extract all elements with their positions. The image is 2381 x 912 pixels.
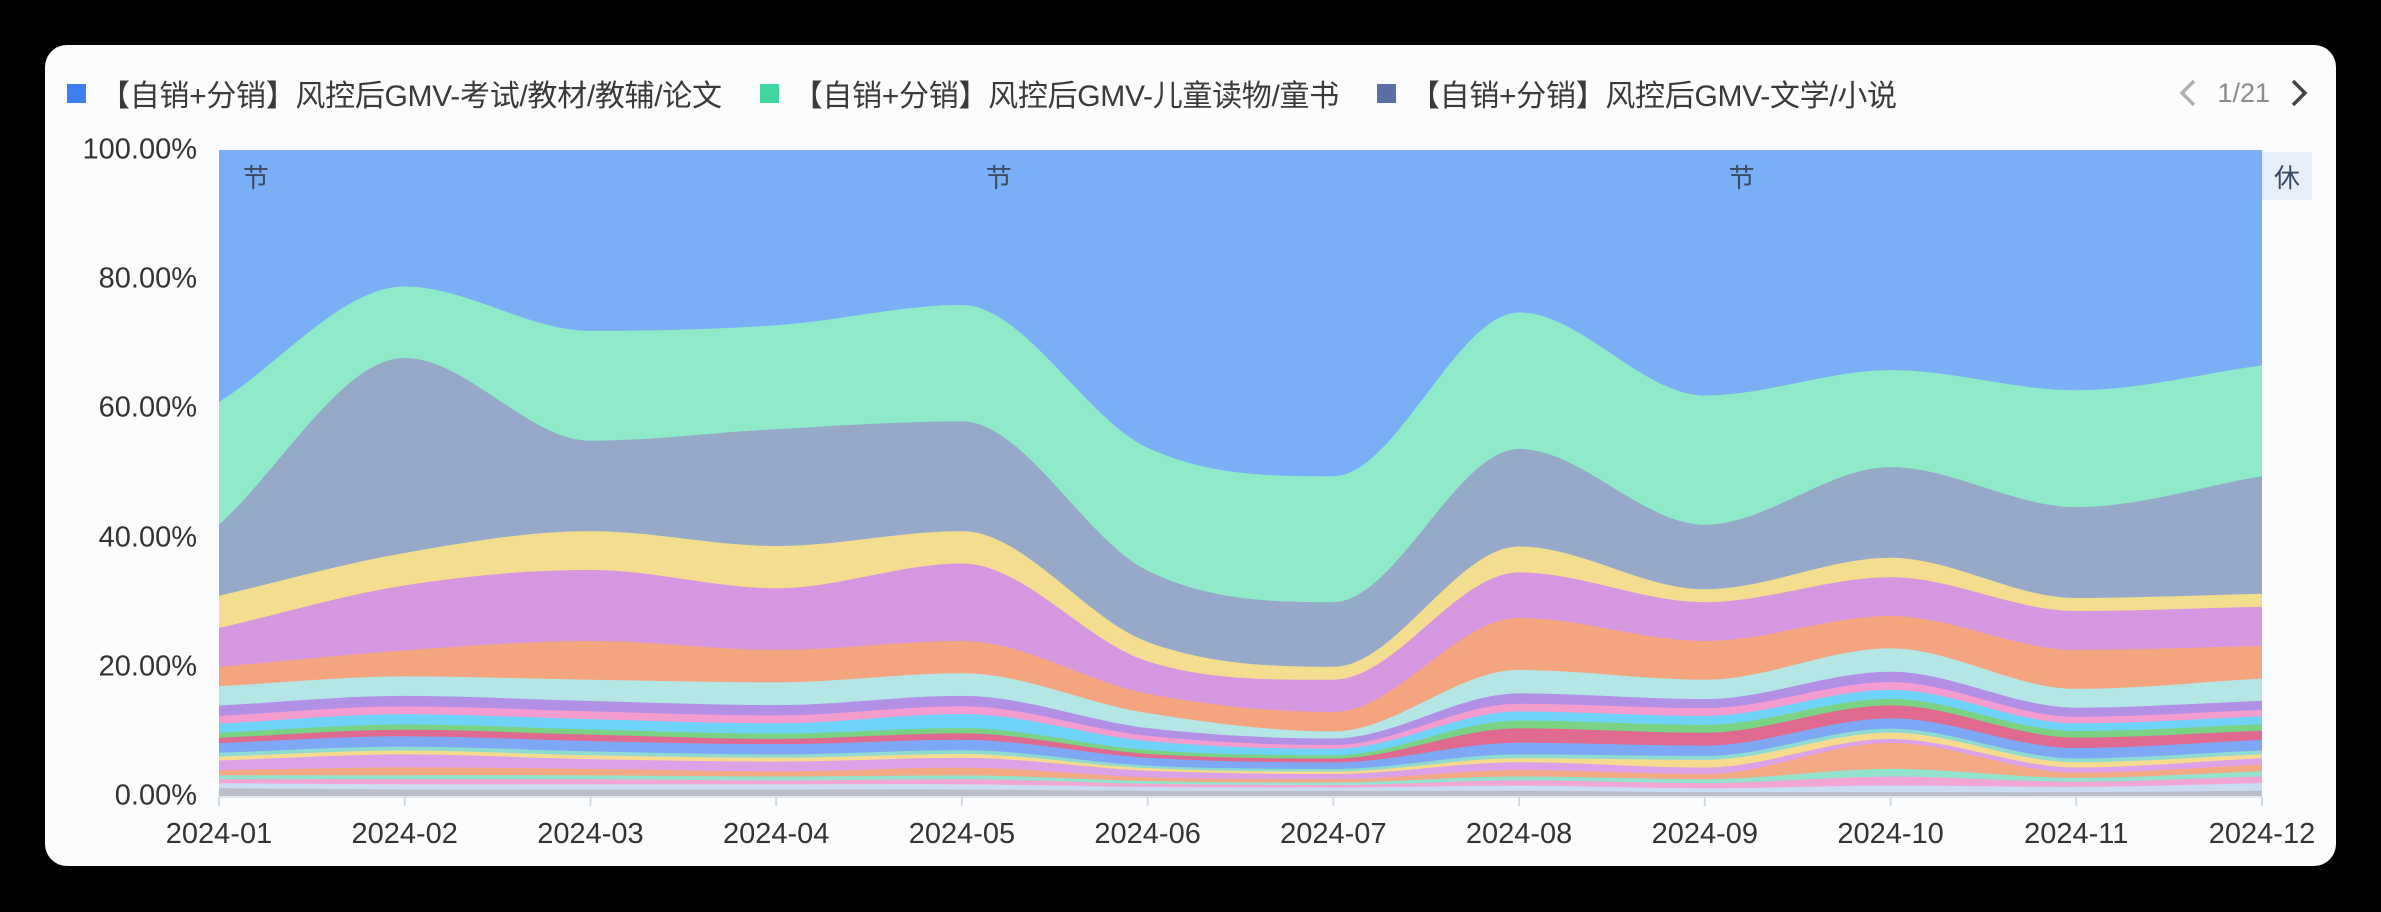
x-axis-tick-label: 2024-02 [351, 818, 458, 850]
x-axis-tick-label: 2024-09 [1651, 818, 1759, 850]
holiday-marker: 节 [242, 163, 269, 193]
legend-label: 【自销+分销】风控后GMV-文学/小说 [1409, 80, 1897, 113]
legend-item-exam-textbooks[interactable]: 【自销+分销】风控后GMV-考试/教材/教辅/论文 [67, 71, 722, 115]
legend-label: 【自销+分销】风控后GMV-儿童读物/童书 [792, 80, 1340, 113]
legend: 【自销+分销】风控后GMV-考试/教材/教辅/论文 【自销+分销】风控后GMV-… [67, 75, 1935, 113]
x-axis-tick-label: 2024-08 [1465, 818, 1573, 850]
x-axis-tick-label: 2024-04 [722, 818, 830, 850]
legend-swatch-icon [759, 83, 779, 103]
holiday-marker: 节 [1728, 163, 1755, 193]
legend-swatch-icon [1376, 83, 1396, 103]
chevron-left-icon [2179, 79, 2196, 107]
holiday-marker: 节 [985, 163, 1012, 193]
y-axis-tick-label: 0.00% [114, 779, 197, 812]
x-axis-tick-label: 2024-03 [537, 818, 644, 850]
x-axis-tick-label: 2024-01 [165, 818, 273, 850]
area-series[interactable] [219, 788, 2262, 796]
legend-page-indicator: 1/21 [2217, 77, 2270, 108]
chevron-right-icon [2291, 79, 2308, 107]
y-axis-tick-label: 40.00% [98, 521, 197, 554]
chart-card: 【自销+分销】风控后GMV-考试/教材/教辅/论文 【自销+分销】风控后GMV-… [45, 45, 2336, 866]
legend-swatch-icon [67, 83, 86, 103]
x-axis-tick-label: 2024-05 [908, 818, 1016, 850]
rest-day-marker: 休 [2262, 152, 2312, 200]
rest-marker-label: 休 [2273, 162, 2300, 193]
legend-prev-button[interactable] [2173, 75, 2203, 111]
x-axis-tick-label: 2024-06 [1094, 818, 1201, 850]
legend-label: 【自销+分销】风控后GMV-考试/教材/教辅/论文 [100, 80, 722, 113]
legend-next-button[interactable] [2284, 75, 2314, 111]
x-axis-tick-label: 2024-11 [2024, 818, 2129, 850]
x-axis-tick-label: 2024-12 [2208, 818, 2316, 850]
x-axis-tick-label: 2024-10 [1837, 818, 1944, 850]
y-axis-tick-label: 100.00% [82, 133, 198, 166]
y-axis-tick-label: 60.00% [98, 391, 197, 424]
x-axis-tick-label: 2024-07 [1280, 818, 1387, 850]
stacked-area-plot[interactable] [45, 45, 2336, 866]
y-axis-tick-label: 20.00% [98, 650, 197, 683]
legend-pager: 1/21 [2173, 75, 2314, 111]
y-axis-tick-label: 80.00% [98, 262, 197, 295]
legend-item-children-books[interactable]: 【自销+分销】风控后GMV-儿童读物/童书 [759, 71, 1340, 115]
legend-item-literature-novels[interactable]: 【自销+分销】风控后GMV-文学/小说 [1376, 71, 1897, 115]
